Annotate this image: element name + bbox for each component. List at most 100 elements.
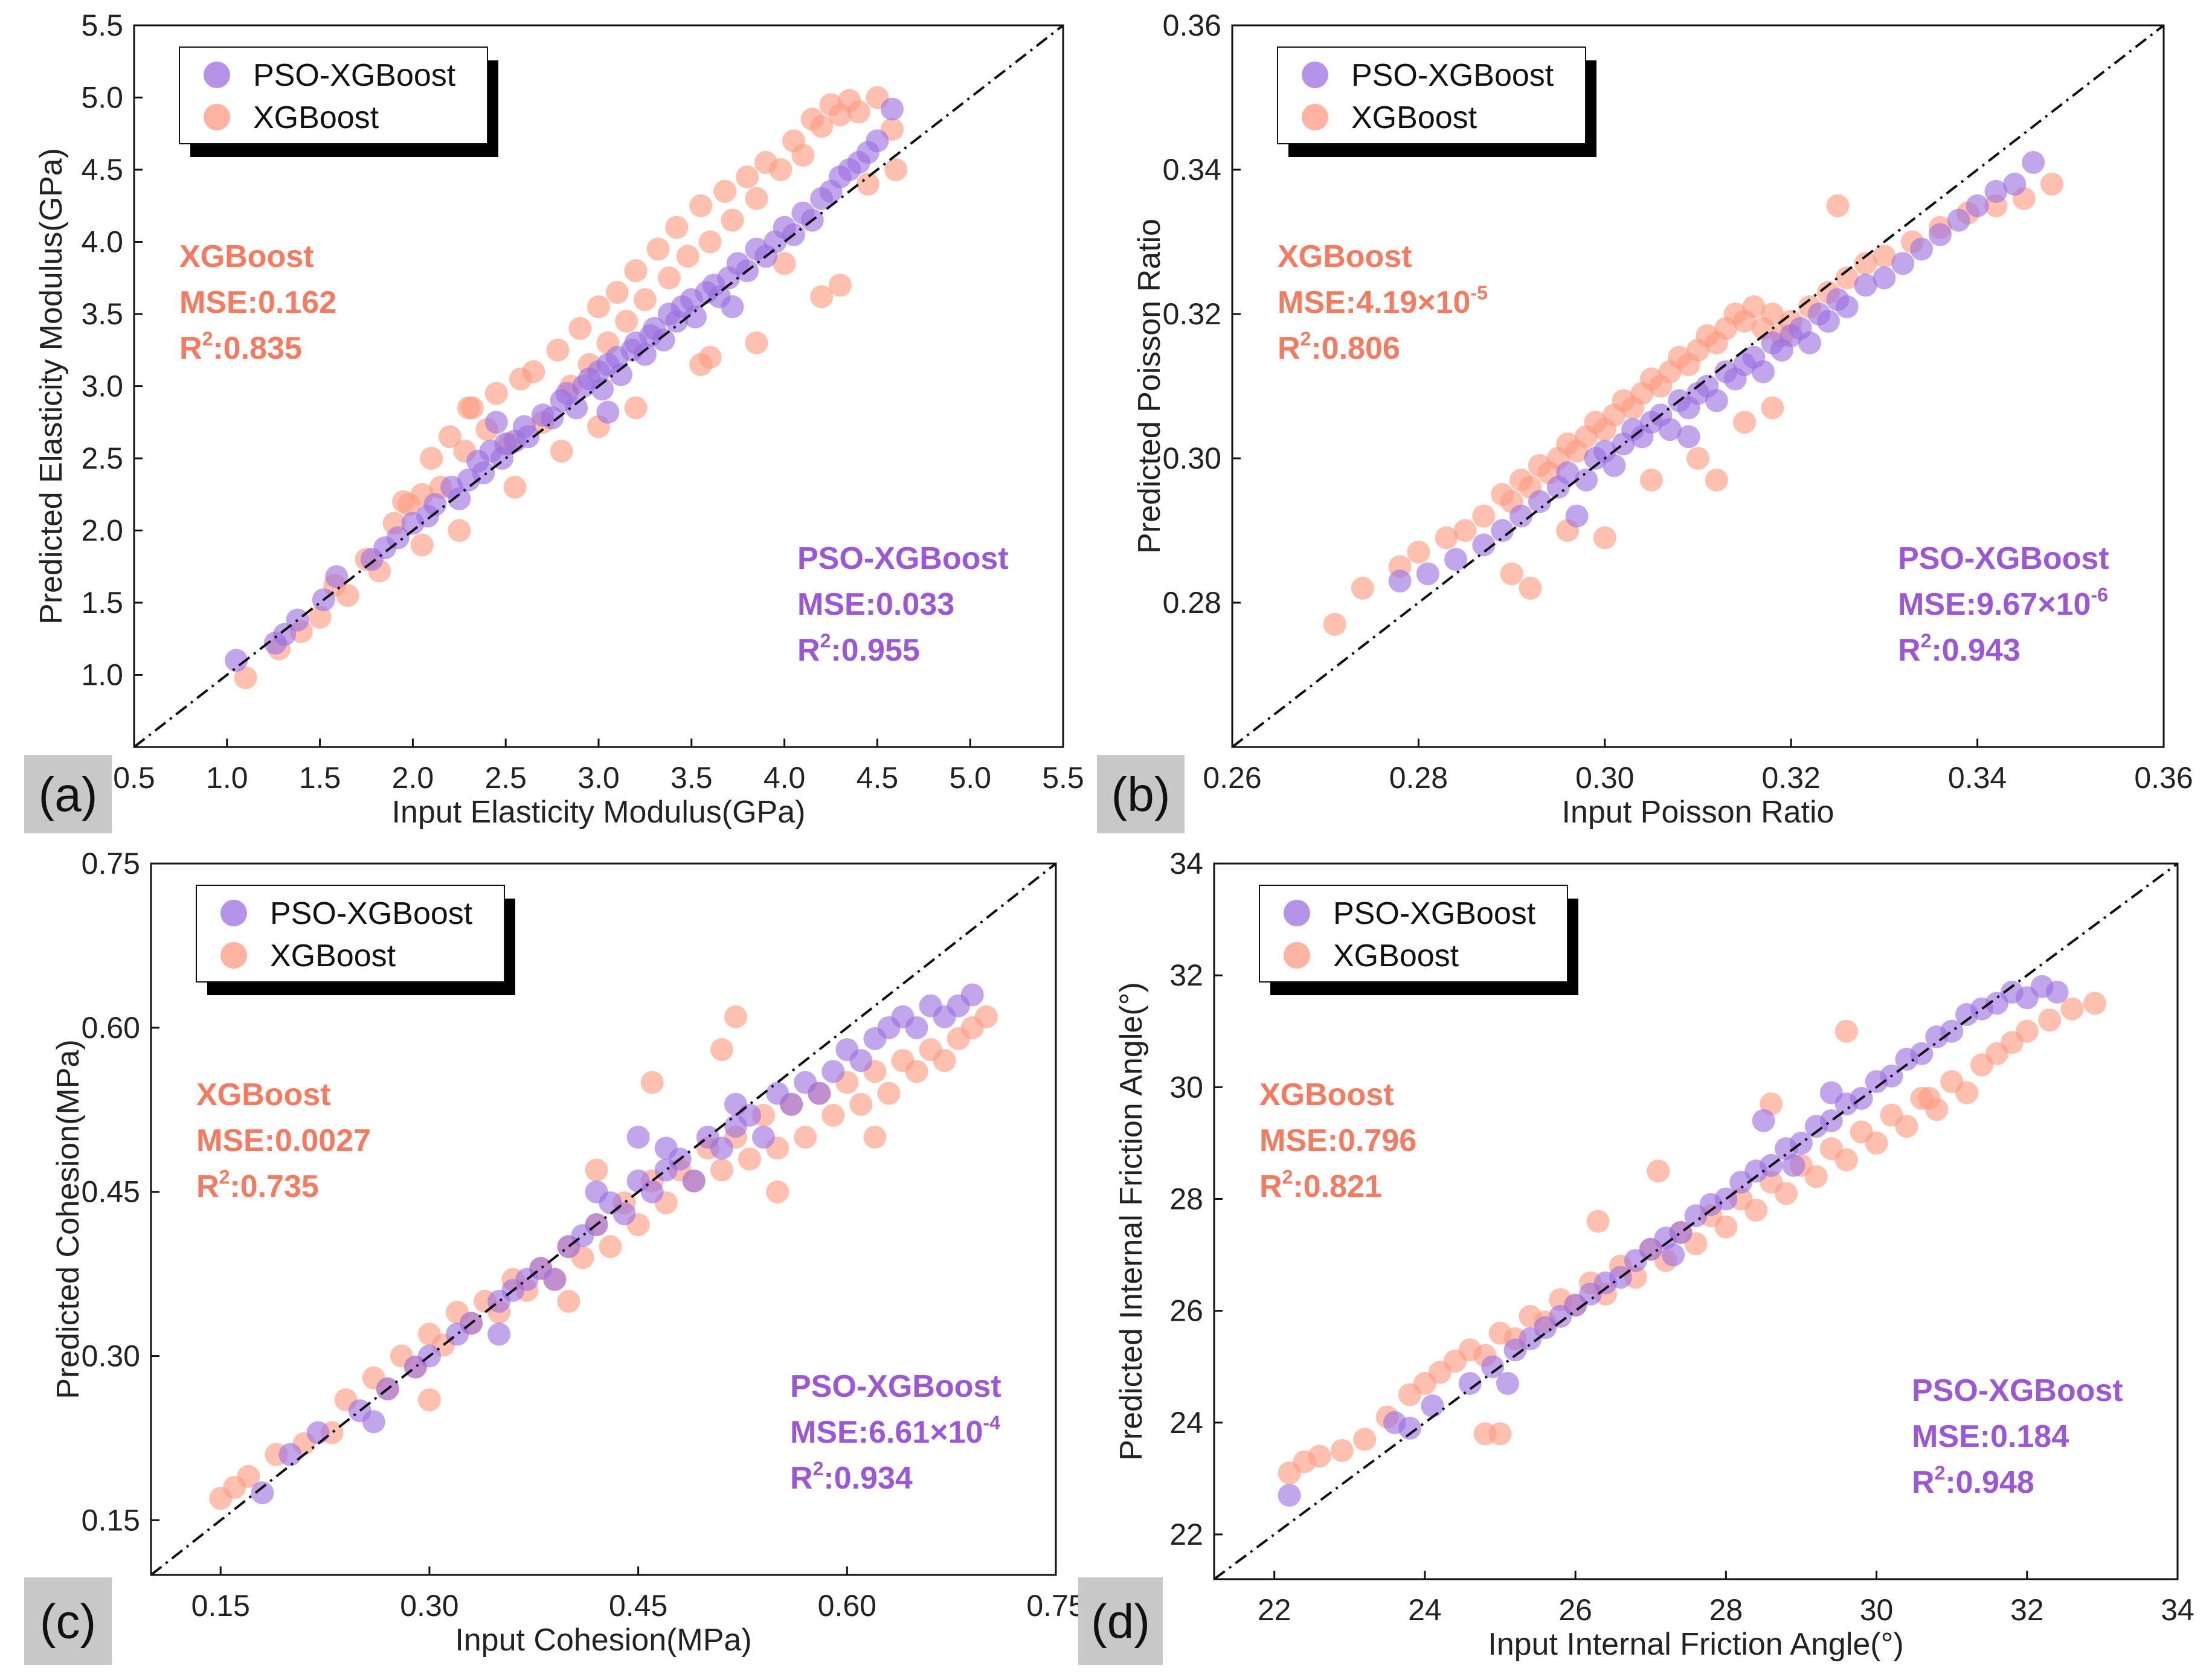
xgb-point: [791, 144, 815, 167]
pso-stats-r2: R2:0.948: [1912, 1462, 2034, 1500]
y-tick-label: 5.0: [81, 81, 123, 115]
xgb-point: [2083, 992, 2106, 1015]
xgb-point: [1519, 577, 1542, 600]
xgb-point: [624, 396, 648, 420]
pso-point: [1910, 237, 1934, 261]
legend-label: XGBoost: [270, 938, 396, 973]
x-tick-label: 28: [1709, 1593, 1743, 1627]
pso-point: [1928, 223, 1952, 246]
pso-point: [484, 411, 508, 434]
legend-marker-xgb: [204, 104, 230, 130]
pso-stats-mse: MSE:0.184: [1912, 1419, 2069, 1454]
pso-stats-title: PSO-XGBoost: [790, 1369, 1002, 1404]
y-tick-label: 34: [1169, 847, 1203, 880]
x-tick-label: 32: [2010, 1593, 2044, 1627]
panel-tag: [24, 1577, 112, 1665]
xgb-point: [810, 285, 834, 309]
pso-point: [541, 406, 564, 430]
xgb-point: [1761, 303, 1784, 325]
y-tick-label: 1.0: [81, 658, 123, 692]
xgb-point: [828, 274, 852, 297]
xgb-point: [1705, 468, 1728, 492]
xgb-point: [1472, 504, 1496, 528]
y-tick-label: 2.0: [81, 514, 123, 548]
xgb-point: [410, 533, 434, 557]
xgb-stats-title: XGBoost: [179, 239, 313, 274]
panel-tag-label: (c): [40, 1595, 96, 1649]
xgb-point: [1955, 1081, 1979, 1105]
xgb-stats-title: XGBoost: [196, 1077, 330, 1112]
x-axis-title: Input Poisson Ratio: [1562, 795, 1834, 830]
xgb-point: [615, 309, 638, 333]
pso-point: [905, 1016, 928, 1039]
xgb-point: [877, 1082, 901, 1105]
xgb-point: [1330, 1439, 1354, 1463]
pso-point: [1798, 331, 1822, 354]
x-tick-label: 0.75: [1026, 1589, 1085, 1623]
xgb-point: [1895, 1115, 1918, 1138]
xgb-point: [769, 158, 793, 181]
xgb-point: [1873, 245, 1896, 268]
pso-point: [626, 1126, 650, 1149]
xgb-stats-r2: R2:0.835: [179, 328, 302, 366]
pso-point: [1854, 274, 1877, 297]
diagonal-line: [150, 862, 1057, 1576]
legend-label: PSO-XGBoost: [1351, 58, 1554, 93]
xgb-stats-r2: R2:0.821: [1259, 1166, 1382, 1204]
x-axis-title: Input Internal Friction Angle(°): [1488, 1627, 1903, 1662]
xgb-point: [484, 382, 508, 405]
xgb-point: [698, 230, 722, 254]
x-tick-label: 0.36: [2134, 761, 2193, 795]
y-tick-label: 0.36: [1163, 8, 1221, 42]
pso-point: [710, 1137, 733, 1160]
xgb-point: [1834, 1019, 1858, 1043]
pso-stats-title: PSO-XGBoost: [797, 541, 1009, 576]
pso-point: [652, 329, 675, 352]
y-tick-label: 28: [1169, 1182, 1203, 1216]
panel-tag-label: (a): [39, 768, 98, 821]
pso-point: [881, 97, 904, 121]
pso-point: [448, 487, 471, 510]
pso-point: [386, 526, 410, 550]
legend-label: PSO-XGBoost: [253, 58, 456, 93]
xgb-point: [2060, 997, 2084, 1021]
pso-point: [2003, 172, 2027, 196]
pso-point: [808, 1082, 831, 1105]
xgb-point: [1351, 577, 1374, 600]
pso-point: [866, 129, 889, 153]
points-layer: [209, 983, 998, 1510]
xgb-point: [847, 100, 870, 124]
xgb-point: [863, 1126, 887, 1149]
xgb-stats-mse: MSE:0.162: [179, 285, 336, 320]
xgb-point: [448, 519, 471, 542]
xgb-point: [1488, 1422, 1512, 1446]
pso-stats-r2: R2:0.943: [1898, 630, 2021, 668]
xgb-point: [522, 360, 545, 383]
x-tick-label: 1.0: [206, 761, 248, 795]
pso-point: [1873, 266, 1896, 290]
xgb-point: [1586, 1210, 1610, 1233]
y-tick-label: 0.32: [1163, 297, 1221, 331]
y-tick-label: 0.15: [82, 1503, 140, 1537]
pso-point: [565, 396, 588, 420]
xgb-point: [640, 1071, 664, 1094]
pso-point: [1751, 360, 1775, 383]
xgb-point: [810, 115, 834, 138]
pso-point: [1662, 1243, 1685, 1267]
diagonal-line: [133, 24, 1064, 748]
xgb-point: [587, 295, 610, 319]
y-tick-label: 0.34: [1163, 153, 1221, 187]
legend-marker-pso: [1284, 900, 1310, 926]
xgb-point: [633, 288, 657, 312]
pso-stats-mse: MSE:9.67×10-6: [1898, 584, 2108, 622]
x-tick-label: 30: [1860, 1593, 1894, 1627]
legend-marker-pso: [1302, 62, 1328, 88]
xgb-point: [1917, 1086, 1941, 1110]
pso-point: [1421, 1394, 1444, 1418]
y-tick-label: 24: [1169, 1406, 1203, 1440]
xgb-point: [599, 1235, 622, 1258]
pso-stats-mse: MSE:0.033: [797, 587, 954, 622]
pso-point: [1782, 1153, 1805, 1177]
xgb-point: [710, 1158, 733, 1182]
xgb-stats-r2: R2:0.806: [1278, 328, 1400, 366]
